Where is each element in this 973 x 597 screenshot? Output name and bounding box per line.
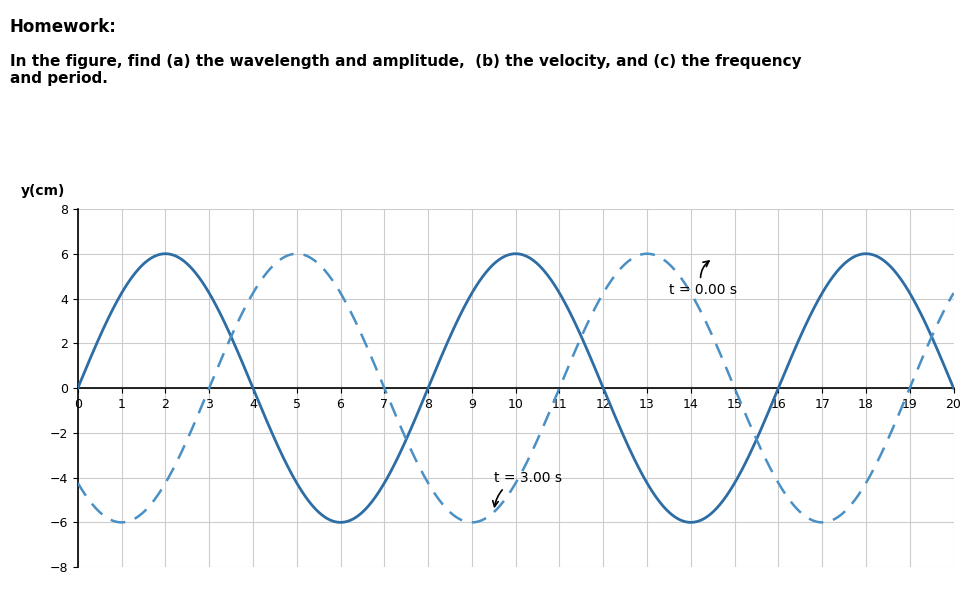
Text: y(cm): y(cm) — [20, 184, 65, 198]
Text: Homework:: Homework: — [10, 18, 117, 36]
Text: t = 3.00 s: t = 3.00 s — [492, 471, 561, 507]
Text: In the figure, find (a) the wavelength and amplitude,  (b) the velocity, and (c): In the figure, find (a) the wavelength a… — [10, 54, 802, 86]
Text: t = 0.00 s: t = 0.00 s — [669, 261, 737, 297]
